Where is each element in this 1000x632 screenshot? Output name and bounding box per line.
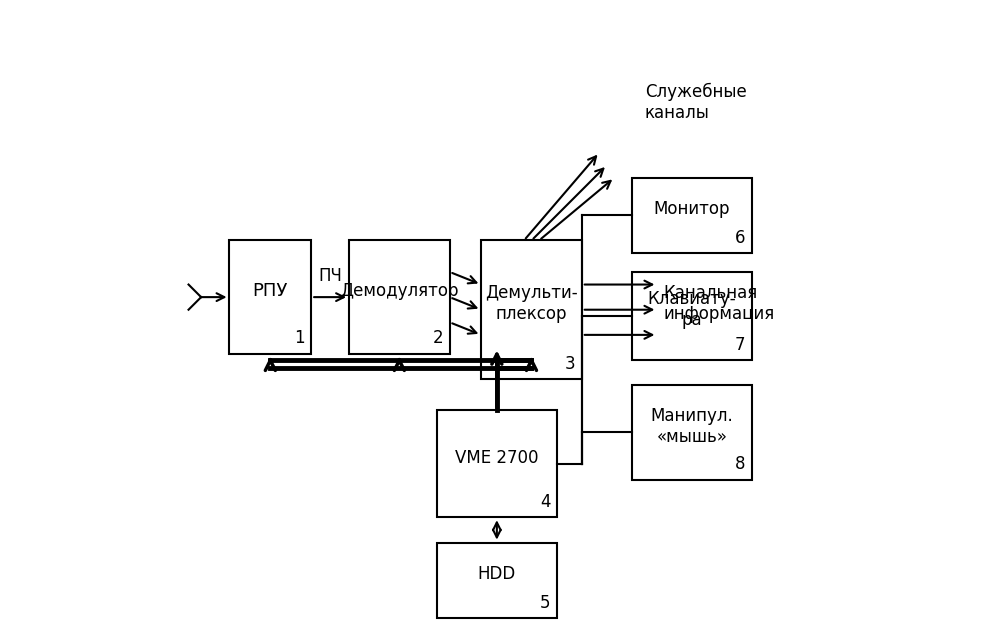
Text: Манипул.
«мышь»: Манипул. «мышь» bbox=[651, 407, 733, 446]
Text: 5: 5 bbox=[540, 593, 550, 612]
FancyBboxPatch shape bbox=[481, 241, 582, 379]
FancyBboxPatch shape bbox=[632, 178, 752, 253]
Text: VME 2700: VME 2700 bbox=[455, 449, 539, 466]
Text: 3: 3 bbox=[565, 355, 576, 373]
Text: 6: 6 bbox=[735, 229, 745, 246]
Text: Клавиату-
ра: Клавиату- ра bbox=[648, 290, 736, 329]
Text: 1: 1 bbox=[294, 329, 305, 348]
Text: 2: 2 bbox=[433, 329, 443, 348]
Text: 8: 8 bbox=[735, 455, 745, 473]
FancyBboxPatch shape bbox=[632, 386, 752, 480]
Text: Канальная
информация: Канальная информация bbox=[664, 284, 775, 323]
Text: Монитор: Монитор bbox=[654, 200, 730, 218]
Text: 4: 4 bbox=[540, 493, 550, 511]
FancyBboxPatch shape bbox=[229, 241, 311, 354]
FancyBboxPatch shape bbox=[437, 542, 557, 618]
Text: Служебные
каналы: Служебные каналы bbox=[645, 83, 746, 122]
Text: ПЧ: ПЧ bbox=[318, 267, 342, 284]
Text: РПУ: РПУ bbox=[253, 282, 288, 300]
FancyBboxPatch shape bbox=[632, 272, 752, 360]
Text: Демодулятор: Демодулятор bbox=[340, 282, 459, 300]
Text: HDD: HDD bbox=[478, 565, 516, 583]
Text: 7: 7 bbox=[735, 336, 745, 354]
Text: Демульти-
плексор: Демульти- плексор bbox=[485, 284, 578, 323]
FancyBboxPatch shape bbox=[349, 241, 450, 354]
FancyBboxPatch shape bbox=[437, 410, 557, 518]
